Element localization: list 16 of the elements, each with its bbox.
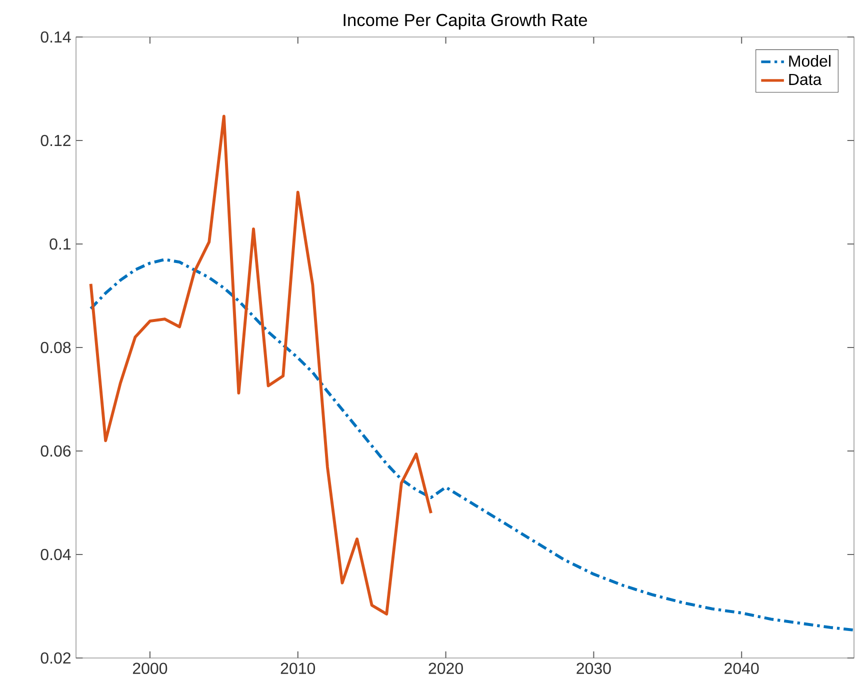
y-tick-label: 0.1 bbox=[50, 238, 71, 250]
y-tick-label: 0.08 bbox=[40, 342, 71, 354]
line-series bbox=[89, 114, 432, 616]
y-tick-label: 0.02 bbox=[40, 652, 70, 664]
x-tick-label: 2010 bbox=[280, 662, 316, 674]
x-tick-label: 2040 bbox=[724, 662, 759, 674]
y-tick-label: 0.06 bbox=[40, 445, 71, 457]
legend-label: Data bbox=[789, 74, 822, 86]
y-tick-label: 0.14 bbox=[40, 31, 71, 43]
x-tick-label: 2020 bbox=[428, 662, 463, 674]
x-tick-label: 2030 bbox=[576, 662, 611, 674]
x-tick-label: 2000 bbox=[132, 662, 168, 674]
chart-title: Income Per Capita Growth Rate bbox=[344, 13, 588, 30]
y-tick-label: 0.04 bbox=[40, 548, 71, 560]
y-tick-label: 0.12 bbox=[40, 134, 70, 146]
legend-label: Model bbox=[789, 55, 830, 67]
